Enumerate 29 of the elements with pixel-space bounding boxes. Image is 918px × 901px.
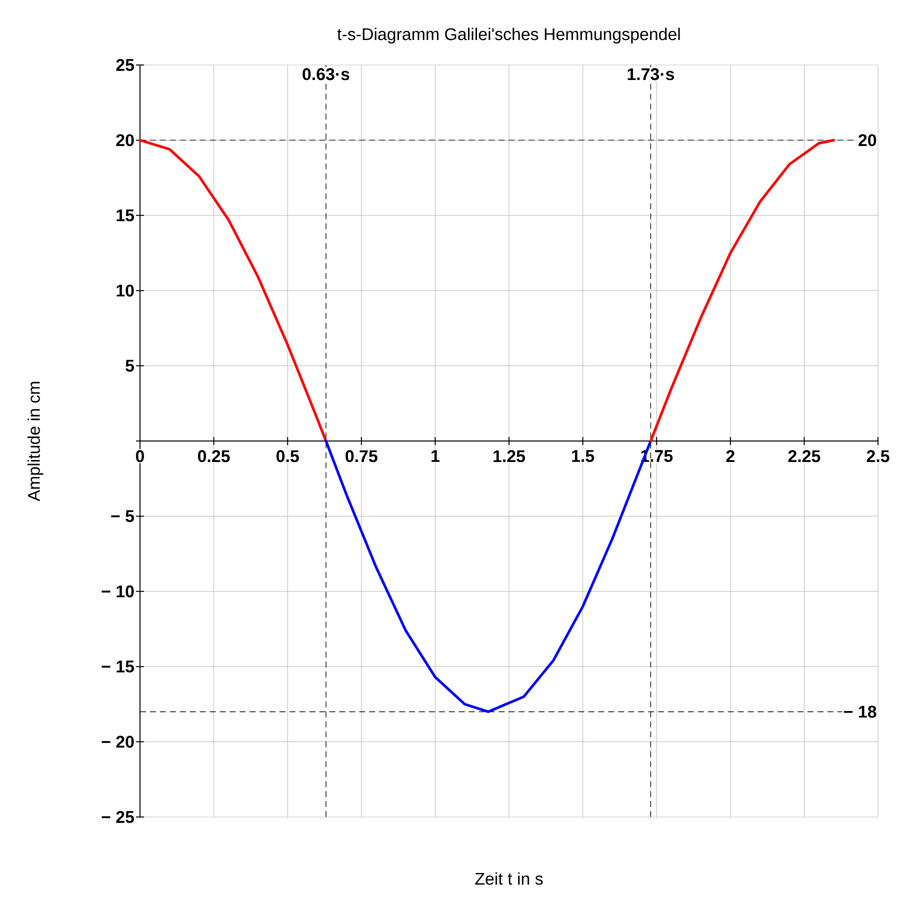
line-series [138,138,328,442]
y-tick-label: − 25 [102,811,134,823]
ref-line-label: 0.63·s [302,68,350,80]
y-tick-label: − 10 [102,585,134,598]
y-tick-label: 20 [116,134,134,146]
y-tick-label: − 20 [102,736,134,748]
x-axis-title: Zeit t in s [475,872,543,885]
line-series [649,138,836,442]
y-tick-label: − 5 [111,510,134,522]
x-tick-label: 1.5 [572,450,594,462]
y-axis-title: Amplitude in cm [28,382,44,502]
ref-line-label: − 18 [844,706,876,718]
x-tick-label: 1.25 [494,450,526,462]
x-tick-label: 1 [432,450,440,462]
x-tick-label: 2.25 [788,450,820,462]
ref-line-label: 20 [858,134,876,146]
x-tick-label: 2 [726,450,734,462]
y-tick-label: 5 [126,360,134,372]
y-tick-label: 10 [116,284,134,297]
x-tick-label: 0 [136,450,144,462]
x-tick-label: 0.25 [198,450,230,462]
y-tick-label: 25 [116,58,134,71]
y-tick-label: 15 [116,209,134,222]
chart-title: t-s-Diagramm Galilei'sches Hemmungspendel [337,28,680,44]
x-tick-label: 0.5 [276,450,299,462]
y-tick-label: − 15 [102,660,134,673]
ref-line-label: 1.73·s [628,68,674,80]
x-tick-label: 0.75 [346,450,378,462]
x-tick-label: 2.5 [866,450,890,462]
